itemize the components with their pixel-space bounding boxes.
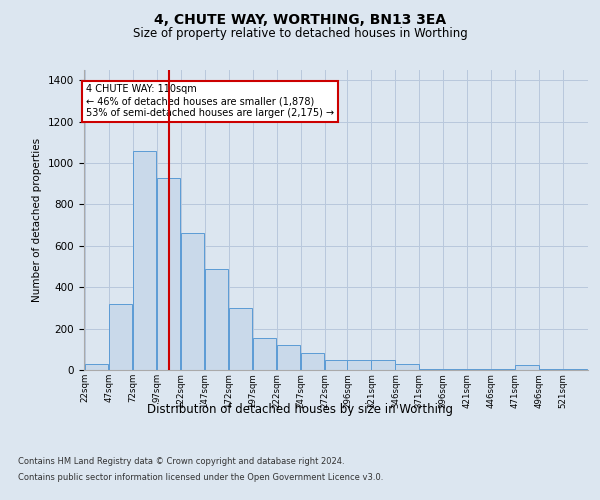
Bar [133,150,157,370]
Bar [277,345,300,370]
Text: Contains public sector information licensed under the Open Government Licence v3: Contains public sector information licen… [18,472,383,482]
Bar [467,369,491,370]
Bar [395,364,419,370]
Bar [443,369,467,370]
Bar [491,369,515,370]
Bar [253,338,276,370]
Text: 4 CHUTE WAY: 110sqm
← 46% of detached houses are smaller (1,878)
53% of semi-det: 4 CHUTE WAY: 110sqm ← 46% of detached ho… [86,84,334,117]
Bar [157,178,180,370]
Bar [85,364,109,370]
Text: Contains HM Land Registry data © Crown copyright and database right 2024.: Contains HM Land Registry data © Crown c… [18,458,344,466]
Bar [301,354,324,370]
Bar [347,360,371,370]
Bar [325,360,348,370]
Text: Size of property relative to detached houses in Worthing: Size of property relative to detached ho… [133,28,467,40]
Bar [229,308,252,370]
Bar [539,369,563,370]
Bar [515,365,539,370]
Bar [419,369,443,370]
Bar [563,369,587,370]
Y-axis label: Number of detached properties: Number of detached properties [32,138,43,302]
Bar [181,234,204,370]
Bar [371,360,395,370]
Bar [109,304,133,370]
Bar [205,268,228,370]
Text: Distribution of detached houses by size in Worthing: Distribution of detached houses by size … [147,402,453,415]
Text: 4, CHUTE WAY, WORTHING, BN13 3EA: 4, CHUTE WAY, WORTHING, BN13 3EA [154,12,446,26]
